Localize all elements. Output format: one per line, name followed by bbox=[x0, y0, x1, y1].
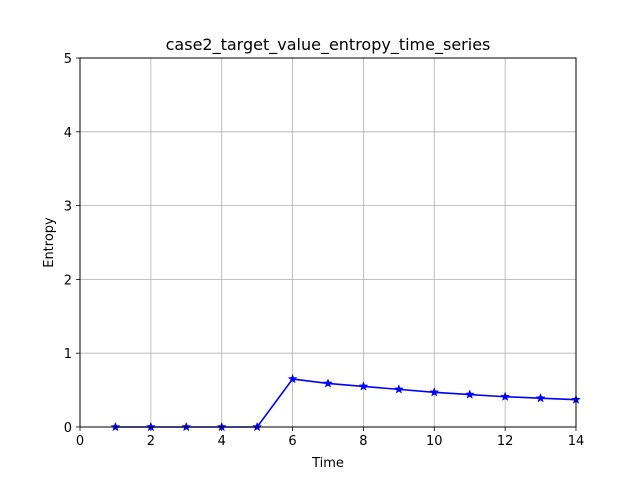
data-point-star bbox=[535, 393, 546, 403]
x-tick-label: 6 bbox=[288, 434, 296, 449]
y-tick-label: 3 bbox=[64, 200, 72, 215]
x-tick-label: 10 bbox=[426, 434, 443, 449]
data-point-star bbox=[358, 381, 369, 391]
x-tick-label: 2 bbox=[147, 434, 155, 449]
x-tick-label: 14 bbox=[568, 434, 585, 449]
y-axis-label: Entropy bbox=[42, 217, 57, 268]
y-tick-label: 4 bbox=[64, 126, 72, 141]
data-point-star bbox=[500, 391, 511, 401]
x-axis-label: Time bbox=[311, 456, 344, 471]
x-tick-label: 12 bbox=[497, 434, 514, 449]
y-tick-label: 5 bbox=[64, 52, 72, 67]
y-tick-label: 0 bbox=[64, 421, 72, 436]
x-tick-label: 0 bbox=[76, 434, 84, 449]
chart-title: case2_target_value_entropy_time_series bbox=[166, 35, 491, 55]
data-point-star bbox=[393, 384, 404, 394]
data-point-star bbox=[287, 373, 298, 384]
y-tick-label: 1 bbox=[64, 347, 72, 362]
x-tick-label: 4 bbox=[218, 434, 226, 449]
plot-area-frame bbox=[79, 57, 577, 428]
data-point-star bbox=[323, 378, 333, 388]
y-tick-label: 2 bbox=[64, 273, 72, 288]
data-point-star bbox=[464, 389, 475, 399]
x-tick-label: 8 bbox=[359, 434, 367, 449]
data-point-star bbox=[429, 387, 440, 397]
